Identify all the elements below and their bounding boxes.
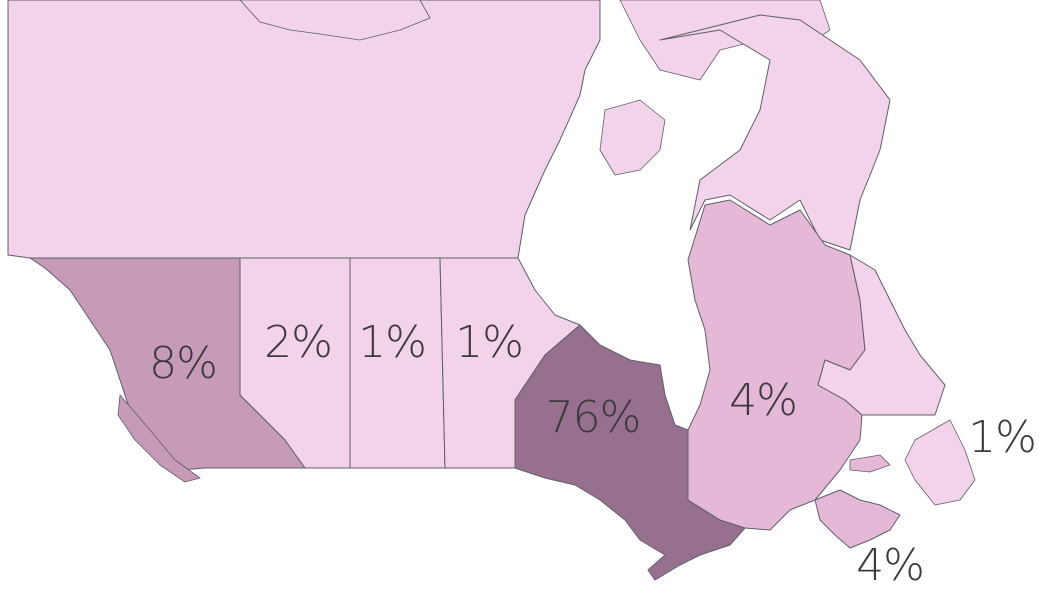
region-nl[interactable] [817, 254, 946, 416]
label-bc: 8% [149, 338, 217, 389]
region-north-island [239, 0, 431, 41]
label-maritimes: 4% [856, 540, 924, 591]
region-bc-island [117, 394, 201, 483]
label-qc: 4% [729, 375, 797, 426]
region-qc[interactable] [687, 199, 866, 531]
region-maritimes-island [849, 454, 891, 473]
label-ab: 2% [264, 317, 332, 368]
region-maritimes[interactable] [814, 489, 901, 549]
label-mb: 1% [455, 317, 523, 368]
region-north-quebec-arctic [659, 14, 891, 251]
region-north-island [599, 99, 666, 176]
label-nl: 1% [968, 412, 1036, 463]
region-north[interactable] [7, 0, 601, 259]
label-on: 76% [546, 392, 641, 443]
label-sk: 1% [358, 317, 426, 368]
region-nl-island [904, 419, 976, 506]
region-on[interactable] [514, 324, 746, 581]
